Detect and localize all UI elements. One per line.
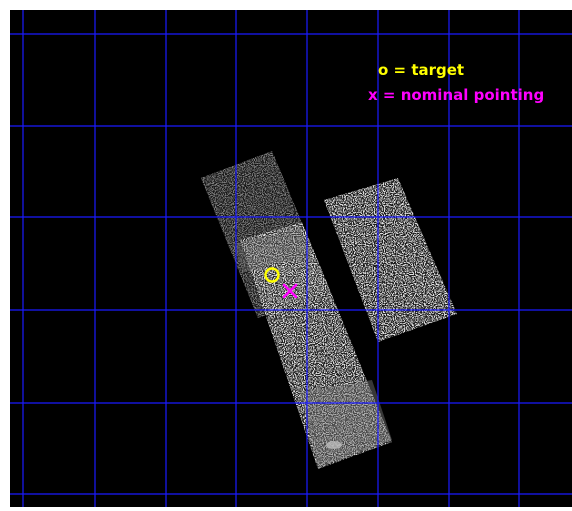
detector-chip-right-speckle — [324, 178, 457, 342]
legend-pointing-text: x = nominal pointing — [368, 86, 544, 104]
legend: o = target x = nominal pointing — [368, 61, 544, 104]
detector-band-low — [300, 380, 392, 468]
target-marker — [264, 267, 280, 283]
nominal-pointing-marker — [282, 283, 298, 299]
detector-band-mid — [232, 228, 312, 272]
bright-source — [326, 441, 342, 449]
detector-chip-lower-left-speckle — [240, 222, 392, 469]
detector-chips — [201, 151, 457, 469]
coordinate-grid — [10, 10, 572, 507]
legend-target-text: o = target — [378, 61, 464, 79]
